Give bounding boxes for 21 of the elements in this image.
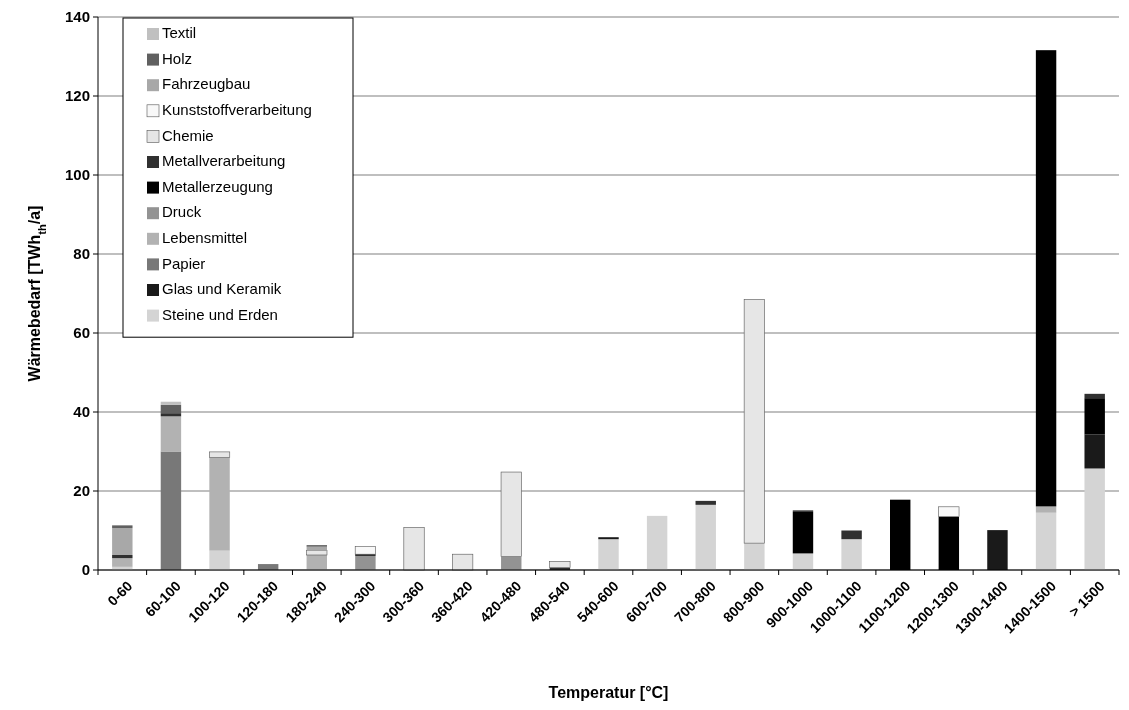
- legend-label: Metallerzeugung: [162, 177, 273, 195]
- y-tick-label: 0: [81, 561, 90, 579]
- legend-label: Glas und Keramik: [162, 280, 282, 298]
- legend-label: Textil: [162, 24, 197, 42]
- legend-label: Papier: [162, 254, 206, 272]
- x-axis-title: Temperatur [°C]: [548, 684, 669, 701]
- legend-label: Kunststoffverarbeitung: [162, 101, 312, 119]
- y-tick-label: 40: [73, 403, 90, 421]
- y-tick-label: 60: [73, 324, 90, 342]
- legend-label: Holz: [162, 49, 193, 67]
- y-tick-label: 20: [73, 482, 90, 500]
- legend-label: Steine und Erden: [162, 305, 278, 323]
- y-tick-label: 100: [64, 166, 90, 184]
- y-tick-label: 140: [64, 8, 90, 26]
- legend-label: Fahrzeugbau: [162, 75, 251, 93]
- legend-label: Chemie: [162, 126, 214, 144]
- legend-label: Metallverarbeitung: [162, 152, 286, 170]
- y-tick-label: 80: [73, 245, 90, 263]
- legend-label: Druck: [162, 203, 202, 221]
- y-tick-label: 120: [64, 87, 90, 105]
- legend-label: Lebensmittel: [162, 229, 248, 247]
